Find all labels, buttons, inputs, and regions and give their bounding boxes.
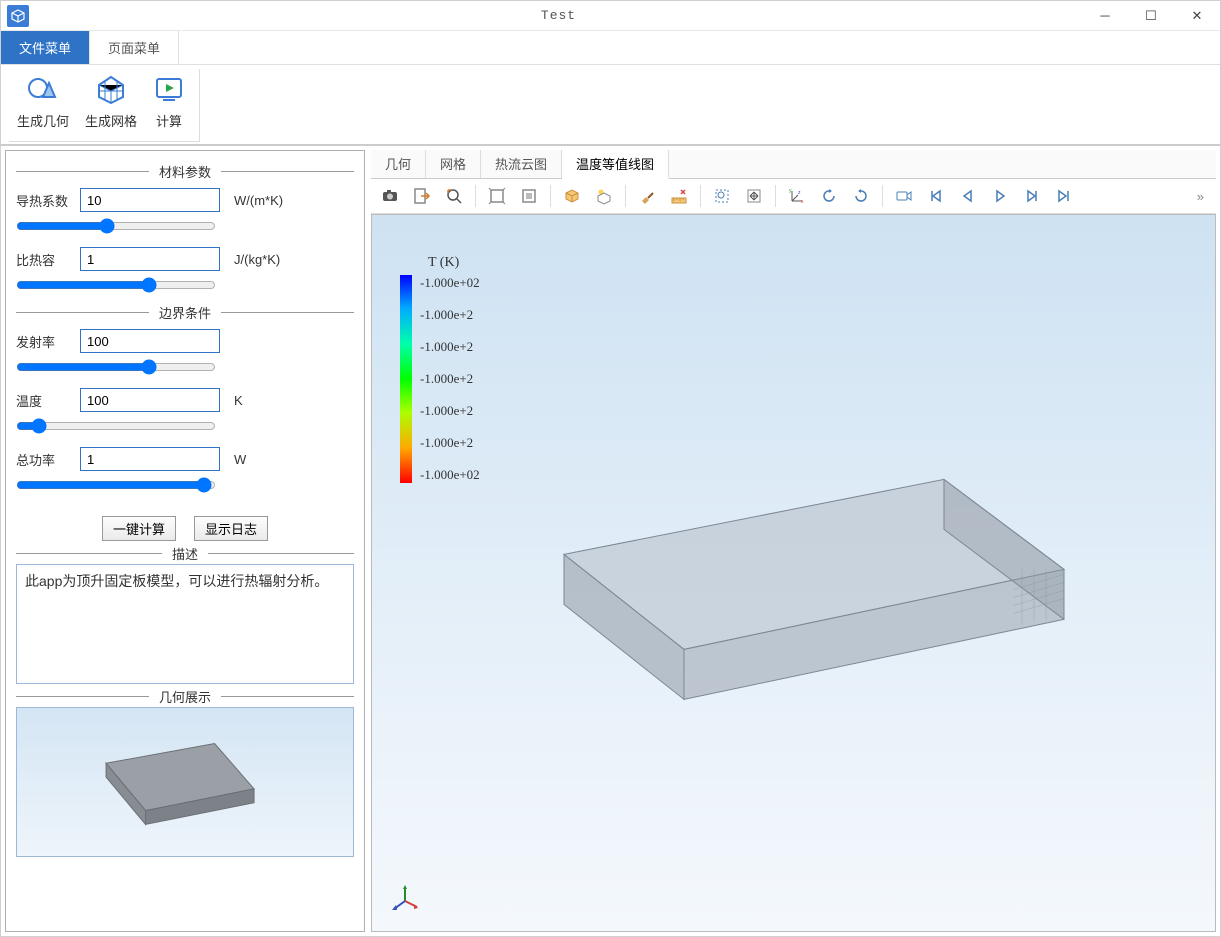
window-minimize-button[interactable]: ─: [1082, 1, 1128, 31]
ribbon-label: 计算: [156, 111, 182, 130]
legend-tick: -1.000e+2: [420, 371, 480, 387]
ribbon-btn-compute[interactable]: 计算: [145, 69, 193, 141]
legend-ticks: -1.000e+02 -1.000e+2 -1.000e+2 -1.000e+2…: [420, 275, 480, 483]
rotate-ccw-icon[interactable]: [816, 183, 842, 209]
content-area: 几何 网格 热流云图 温度等值线图 yxz: [371, 150, 1216, 932]
ribbon-label: 生成网格: [85, 111, 137, 130]
label-total-power: 总功率: [16, 450, 72, 469]
legend-tick: -1.000e+2: [420, 307, 480, 323]
zoom-reset-icon[interactable]: [441, 183, 467, 209]
transparency-icon[interactable]: [559, 183, 585, 209]
skip-first-icon[interactable]: [923, 183, 949, 209]
select-box-icon[interactable]: [709, 183, 735, 209]
pan-icon[interactable]: [741, 183, 767, 209]
unit-total-power: W: [234, 452, 246, 467]
slider-spec-heat[interactable]: [16, 277, 216, 293]
rotate-cw-icon[interactable]: [848, 183, 874, 209]
legend-tick: -1.000e+02: [420, 467, 480, 483]
window-maximize-button[interactable]: ☐: [1128, 1, 1174, 31]
ribbon-label: 生成几何: [17, 111, 69, 130]
slider-temperature[interactable]: [16, 418, 216, 434]
label-temperature: 温度: [16, 391, 72, 410]
axis-triad-icon: [390, 883, 420, 913]
label-thermal-cond: 导热系数: [16, 191, 72, 210]
section-title: 描述: [162, 544, 208, 563]
section-title: 边界条件: [149, 303, 221, 322]
svg-text:x: x: [801, 199, 804, 205]
legend-tick: -1.000e+2: [420, 403, 480, 419]
section-description: 描述 此app为顶升固定板模型，可以进行热辐射分析。: [16, 553, 354, 684]
legend-tick: -1.000e+2: [420, 435, 480, 451]
section-material: 材料参数 导热系数 W/(m*K) 比热容 J/(kg*K): [16, 171, 354, 300]
animation-record-icon[interactable]: [891, 183, 917, 209]
section-title: 几何展示: [149, 687, 221, 706]
view-tabs: 几何 网格 热流云图 温度等值线图: [371, 150, 1216, 179]
zoom-extents-icon[interactable]: [484, 183, 510, 209]
camera-icon[interactable]: [377, 183, 403, 209]
zoom-box-icon[interactable]: [516, 183, 542, 209]
view-tab-heatflow[interactable]: 热流云图: [481, 150, 562, 178]
label-spec-heat: 比热容: [16, 250, 72, 269]
section-title: 材料参数: [149, 162, 221, 181]
window-titlebar: Test ─ ☐ ✕: [1, 1, 1220, 31]
window-close-button[interactable]: ✕: [1174, 1, 1220, 31]
compute-icon: [153, 73, 185, 105]
skip-last-icon[interactable]: [1051, 183, 1077, 209]
play-icon[interactable]: [987, 183, 1013, 209]
step-back-icon[interactable]: [955, 183, 981, 209]
measure-icon[interactable]: [666, 183, 692, 209]
unit-thermal-cond: W/(m*K): [234, 193, 283, 208]
geometry-icon: [27, 73, 59, 105]
ribbon-tabs: 文件菜单 页面菜单: [1, 31, 1220, 65]
toolbar-overflow[interactable]: »: [1191, 189, 1210, 204]
view-tab-mesh[interactable]: 网格: [426, 150, 481, 178]
input-thermal-cond[interactable]: [80, 188, 220, 212]
ribbon-body: 生成几何 生成网格 计算: [1, 65, 1220, 145]
unit-temperature: K: [234, 393, 243, 408]
show-log-button[interactable]: 显示日志: [194, 516, 268, 541]
ribbon-tab-page[interactable]: 页面菜单: [90, 31, 179, 64]
model-3d: [474, 419, 1114, 739]
legend-tick: -1.000e+2: [420, 339, 480, 355]
color-legend: T (K) -1.000e+02 -1.000e+2 -1.000e+2 -1.…: [400, 255, 480, 483]
axes-icon[interactable]: yxz: [784, 183, 810, 209]
section-geom-preview: 几何展示: [16, 696, 354, 857]
clear-icon[interactable]: [634, 183, 660, 209]
legend-title: T (K): [428, 255, 480, 271]
geometry-preview[interactable]: [16, 707, 354, 857]
section-boundary: 边界条件 发射率 温度 K 总功率 W: [16, 312, 354, 500]
app-icon: [7, 5, 29, 27]
label-emissivity: 发射率: [16, 332, 72, 351]
sidebar: 材料参数 导热系数 W/(m*K) 比热容 J/(kg*K) 边界条件 发射率: [5, 150, 365, 932]
slider-emissivity[interactable]: [16, 359, 216, 375]
viewport-3d[interactable]: T (K) -1.000e+02 -1.000e+2 -1.000e+2 -1.…: [371, 214, 1216, 932]
input-spec-heat[interactable]: [80, 247, 220, 271]
input-temperature[interactable]: [80, 388, 220, 412]
lighting-icon[interactable]: [591, 183, 617, 209]
description-text: 此app为顶升固定板模型，可以进行热辐射分析。: [16, 564, 354, 684]
ribbon-btn-gen-mesh[interactable]: 生成网格: [77, 69, 145, 141]
compute-once-button[interactable]: 一键计算: [102, 516, 176, 541]
ribbon-btn-gen-geom[interactable]: 生成几何: [9, 69, 77, 141]
viewport-toolbar: yxz »: [371, 179, 1216, 214]
step-forward-icon[interactable]: [1019, 183, 1045, 209]
slider-total-power[interactable]: [16, 477, 216, 493]
mesh-icon: [95, 73, 127, 105]
slider-thermal-cond[interactable]: [16, 218, 216, 234]
export-icon[interactable]: [409, 183, 435, 209]
legend-tick: -1.000e+02: [420, 275, 480, 291]
input-total-power[interactable]: [80, 447, 220, 471]
svg-text:z: z: [798, 190, 801, 196]
unit-spec-heat: J/(kg*K): [234, 252, 280, 267]
input-emissivity[interactable]: [80, 329, 220, 353]
ribbon-tab-file[interactable]: 文件菜单: [1, 31, 90, 64]
view-tab-isotemp[interactable]: 温度等值线图: [562, 150, 669, 179]
view-tab-geometry[interactable]: 几何: [371, 150, 426, 178]
window-title: Test: [35, 8, 1082, 23]
legend-colorbar: [400, 275, 412, 483]
